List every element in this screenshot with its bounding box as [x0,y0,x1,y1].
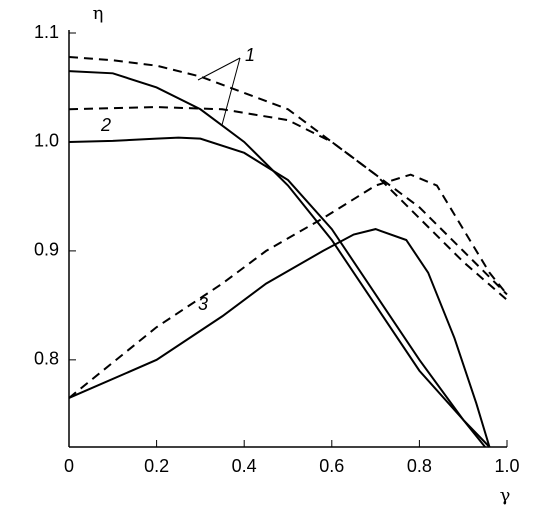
curve [68,55,508,296]
curve [68,228,491,448]
leader-line [197,57,241,81]
x-tick-label: 0 [64,456,74,476]
curve-label: 3 [198,294,208,314]
leader-line [221,57,241,126]
y-tick-label: 0.9 [34,240,59,260]
x-axis-label: γ [500,485,511,506]
x-tick-label: 0.4 [232,456,257,476]
curve [68,136,491,448]
y-tick-label: 1.1 [34,22,59,42]
curve [68,106,508,301]
curve-label: 2 [100,115,111,135]
y-axis-label: η [93,3,104,24]
curve [68,173,508,399]
x-tick-label: 0.6 [319,456,344,476]
x-tick-label: 0.2 [144,456,169,476]
curve-label: 1 [245,45,255,65]
y-tick-label: 1.0 [34,131,59,151]
x-tick-label: 0.8 [407,456,432,476]
y-tick-label: 0.8 [34,349,59,369]
x-tick-label: 1.0 [494,456,519,476]
curve [68,70,486,448]
